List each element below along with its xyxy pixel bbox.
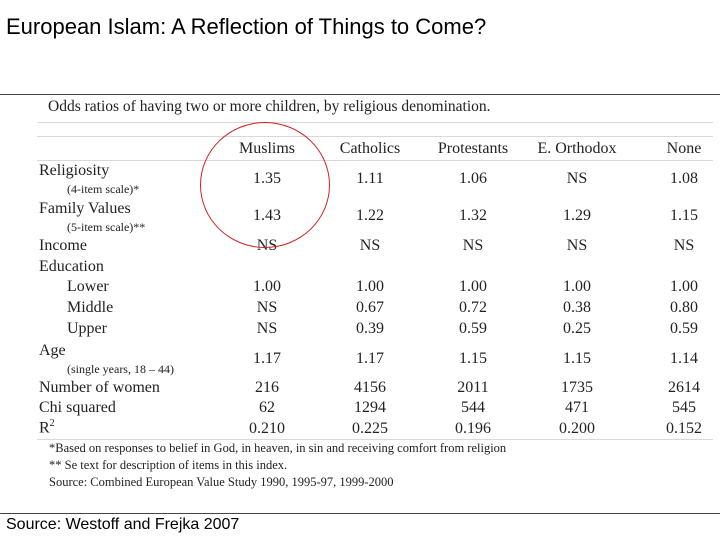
table-cell: 1.32 [459,207,487,224]
table-cell: 1.17 [253,350,281,367]
table-cell: 0.67 [356,299,384,316]
table-cell: 2614 [668,379,700,396]
table-cell: 1.22 [356,207,384,224]
table-cell: 216 [255,379,279,396]
row-label: Middle [67,299,114,316]
table-cell: NS [359,237,381,254]
table-cell: 1.06 [459,170,487,187]
table-caption: Odds ratios of having two or more childr… [48,98,491,115]
row-label: Religiosity [39,162,110,179]
row-note: (5-item scale)** [67,220,146,234]
table-cell: 1.15 [670,207,698,224]
table-line [37,160,713,161]
table-cell: NS [566,170,588,187]
table-cell: 0.39 [356,320,384,337]
footnote: ** Se text for description of items in t… [49,458,288,472]
table-cell: 1735 [561,379,593,396]
table-cell: 2011 [457,379,489,396]
table-cell: 1.17 [356,350,384,367]
row-label: Education [39,258,104,275]
column-header-none: None [666,140,702,157]
table-cell: 1.00 [253,278,281,295]
table-cell: NS [462,237,484,254]
table-cell: 0.38 [563,299,591,316]
table-cell: 1.00 [459,278,487,295]
table-cell: 62 [259,399,275,416]
table-cell: 0.80 [670,299,698,316]
table-cell: 4156 [354,379,386,396]
table-cell: 1.15 [459,350,487,367]
table-cell: 1.15 [563,350,591,367]
table-cell: 545 [672,399,696,416]
table-cell: 471 [565,399,589,416]
row-label: Chi squared [39,399,116,416]
top-divider [0,94,720,95]
table-cell: 0.152 [666,420,702,437]
row-label: Income [39,237,87,254]
footnote: Source: Combined European Value Study 19… [49,475,394,489]
table-cell: 0.200 [559,420,595,437]
table-cell: 1.00 [356,278,384,295]
table-cell: 0.25 [563,320,591,337]
table-cell: 0.59 [459,320,487,337]
table-cell: 0.59 [670,320,698,337]
table-line [37,439,713,440]
column-header-protestants: Protestants [437,140,509,157]
table-cell: 0.225 [352,420,388,437]
row-note: (4-item scale)* [67,182,140,196]
row-label: Number of women [39,379,160,396]
row-label-r-squared: R2 [39,418,55,437]
highlight-circle [200,122,330,248]
table-cell: 1.11 [356,170,384,187]
table-cell: NS [256,320,278,337]
row-label: Lower [67,278,109,295]
table-cell: 1.00 [670,278,698,295]
table-cell: 0.210 [249,420,285,437]
slide-title: European Islam: A Reflection of Things t… [6,14,487,39]
table-line [37,122,713,123]
table-cell: NS [256,299,278,316]
table-line [37,136,713,137]
row-label: Upper [67,320,107,337]
footnote: *Based on responses to belief in God, in… [49,441,507,455]
slide-source: Source: Westoff and Frejka 2007 [6,516,240,533]
table-cell: 1.29 [563,207,591,224]
table-cell: 0.72 [459,299,487,316]
row-label: Family Values [39,200,131,217]
table-cell: 1294 [354,399,386,416]
column-header-orthodox: E. Orthodox [537,140,617,157]
table-cell: NS [566,237,588,254]
table-cell: 544 [461,399,485,416]
column-header-catholics: Catholics [339,140,401,157]
row-note: (single years, 18 – 44) [67,362,174,376]
table-cell: 1.14 [670,350,698,367]
table-cell: 1.08 [670,170,698,187]
row-label: Age [39,342,66,359]
table-cell: 1.00 [563,278,591,295]
bottom-divider [0,513,720,514]
table-cell: 0.196 [455,420,491,437]
odds-ratio-table: Odds ratios of having two or more childr… [33,96,717,492]
table-cell: NS [673,237,695,254]
